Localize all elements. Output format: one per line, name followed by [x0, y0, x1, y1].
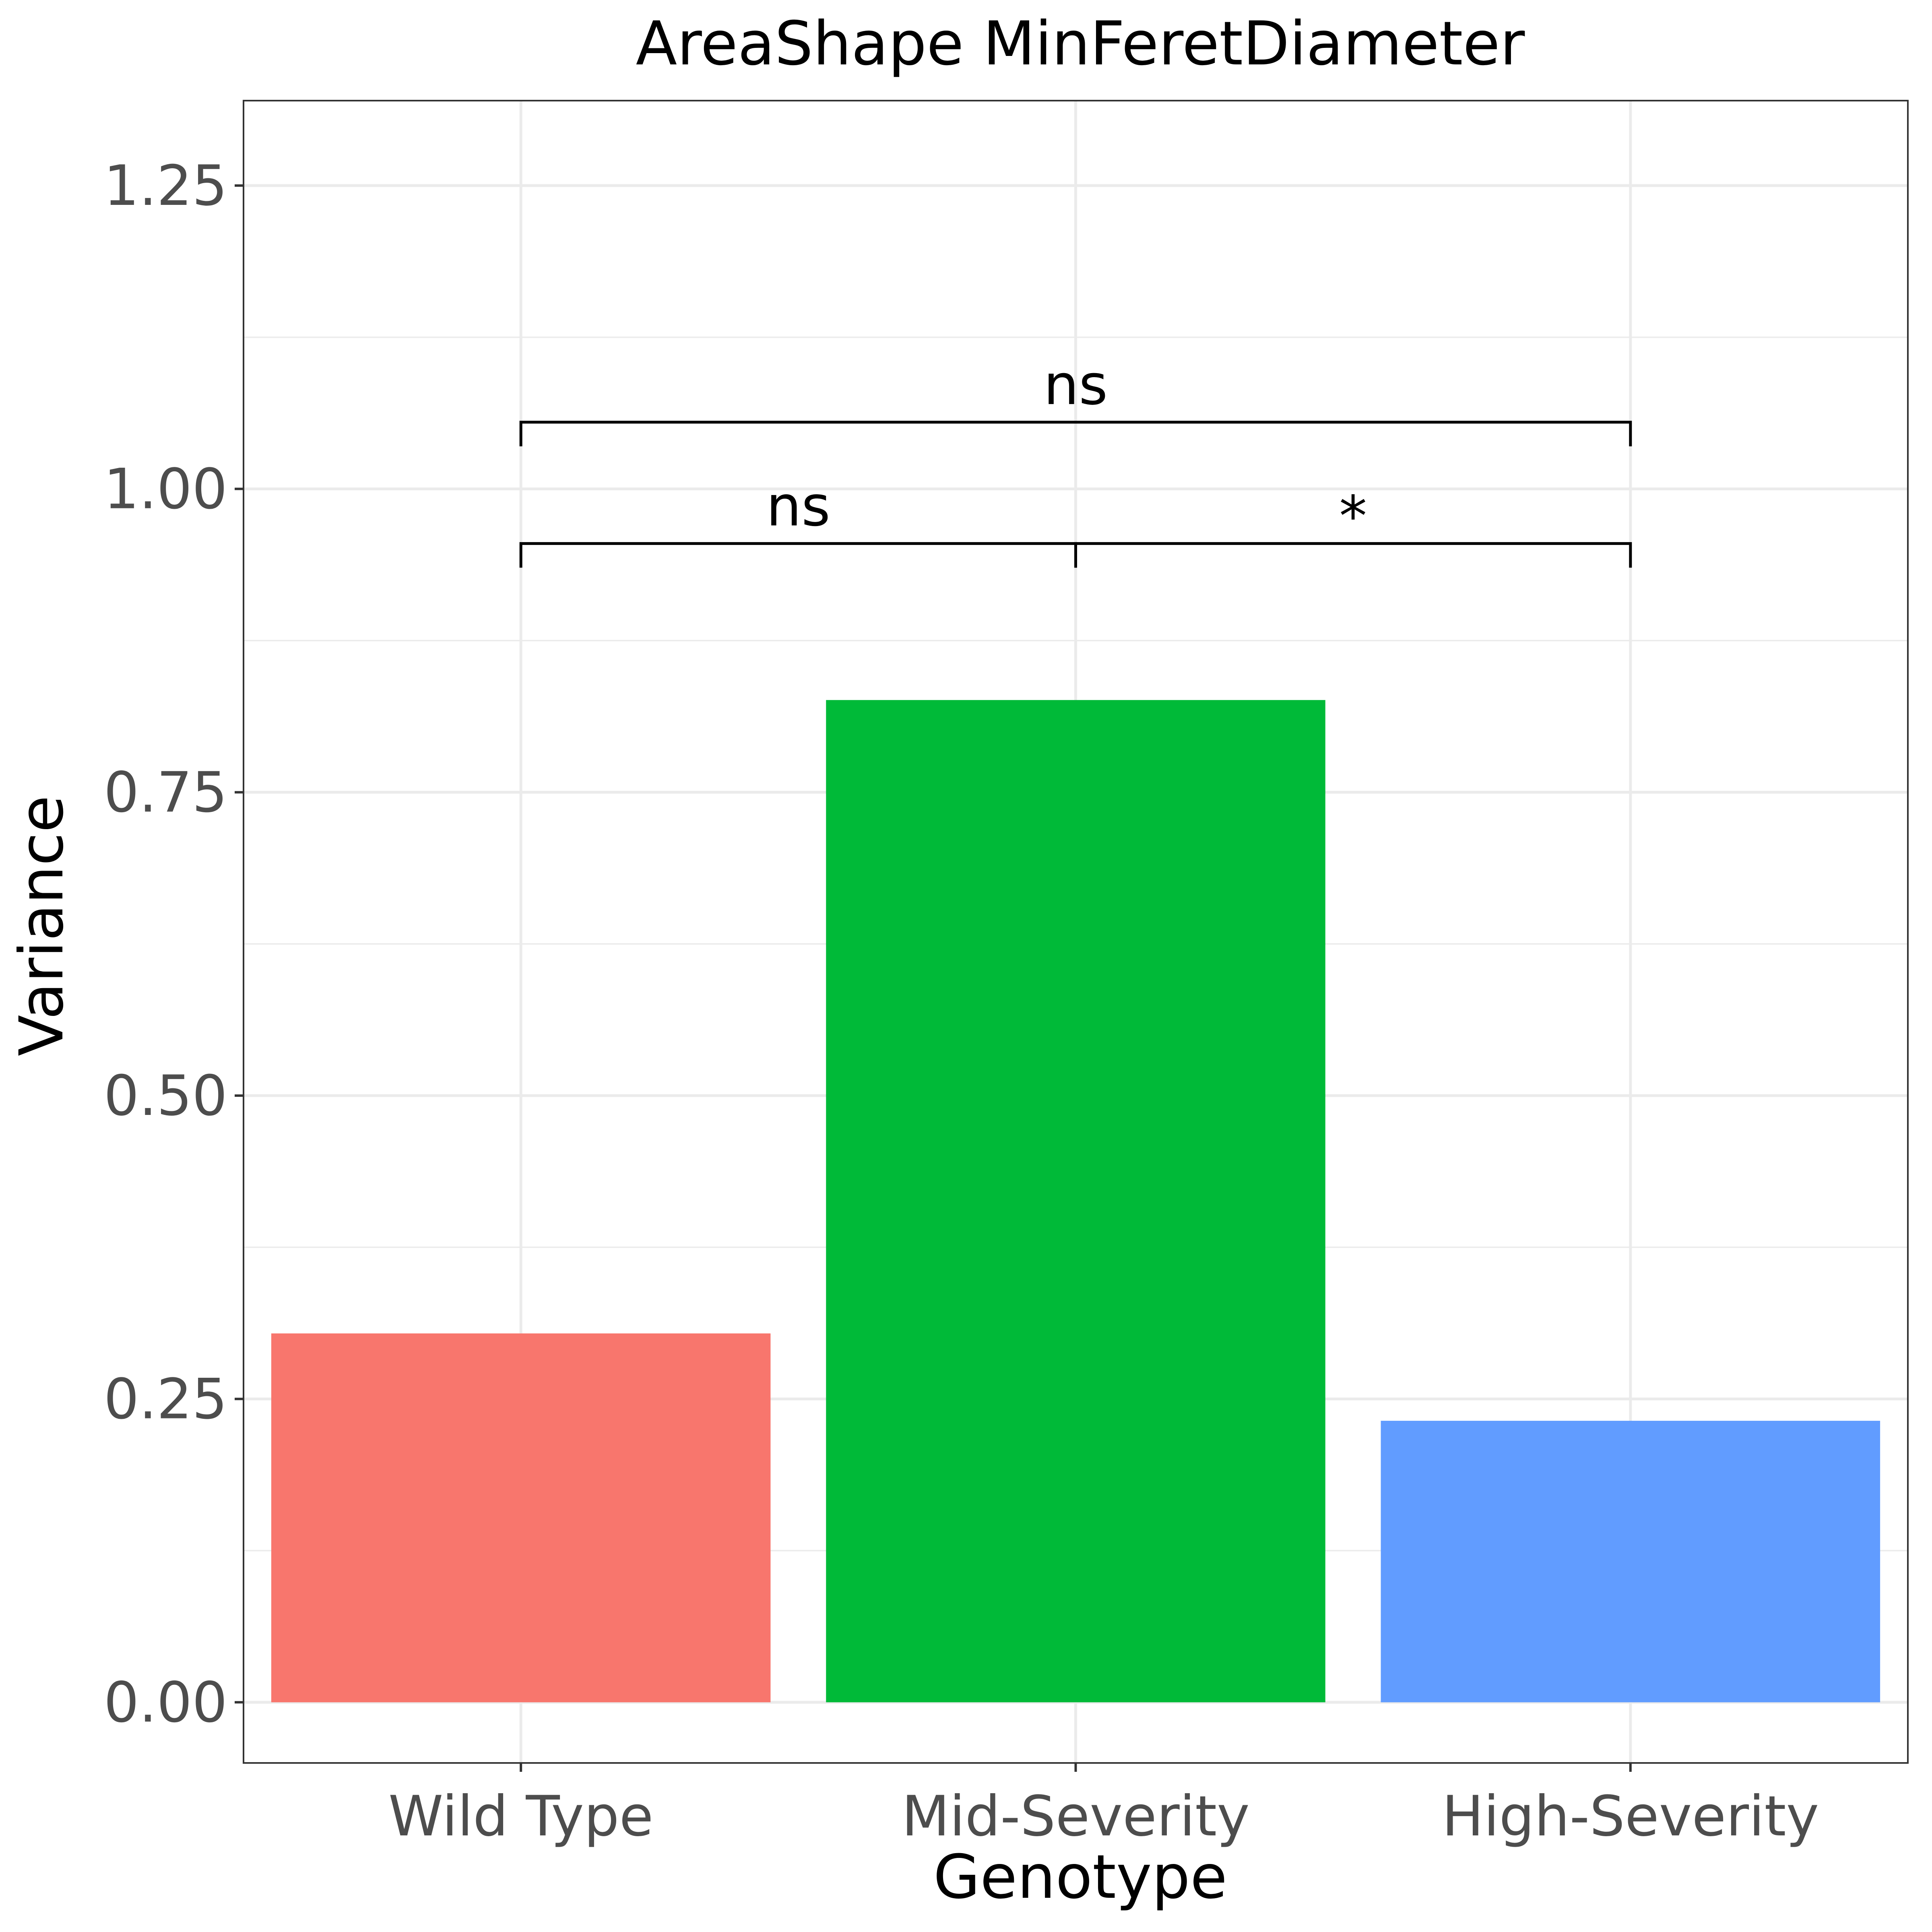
- chart-title: AreaShape MinFeretDiameter: [636, 9, 1525, 79]
- y-tick-label: 0.50: [104, 1063, 227, 1128]
- y-tick-label: 0.00: [104, 1670, 227, 1735]
- significance-label: *: [1339, 484, 1367, 549]
- bars: [271, 700, 1880, 1703]
- x-axis-title: Genotype: [933, 1842, 1227, 1912]
- y-axis-title: Variance: [7, 795, 77, 1056]
- x-tick-label: Mid-Severity: [902, 1784, 1250, 1849]
- y-tick-label: 1.00: [104, 457, 227, 522]
- significance-label: ns: [766, 474, 830, 539]
- grid-lines: [244, 101, 1908, 1763]
- significance-annotations: ns * ns: [519, 353, 1632, 568]
- bar-mid-severity: [826, 700, 1325, 1703]
- bar-wild-type: [271, 1333, 771, 1703]
- x-tick-label: Wild Type: [388, 1784, 654, 1849]
- x-tick-label: High-Severity: [1442, 1784, 1819, 1849]
- y-tick-label: 0.25: [104, 1367, 227, 1432]
- bar-high-severity: [1381, 1420, 1880, 1703]
- significance-bracket: [1074, 542, 1632, 568]
- y-tick-label: 0.75: [104, 760, 227, 825]
- significance-label: ns: [1044, 353, 1108, 417]
- y-tick-label: 1.25: [104, 153, 227, 218]
- axes: 0.00 0.25 0.50 0.75 1.00 1.25 Wild Type Mid-Sev…: [104, 153, 1819, 1849]
- significance-bracket: [519, 421, 1632, 446]
